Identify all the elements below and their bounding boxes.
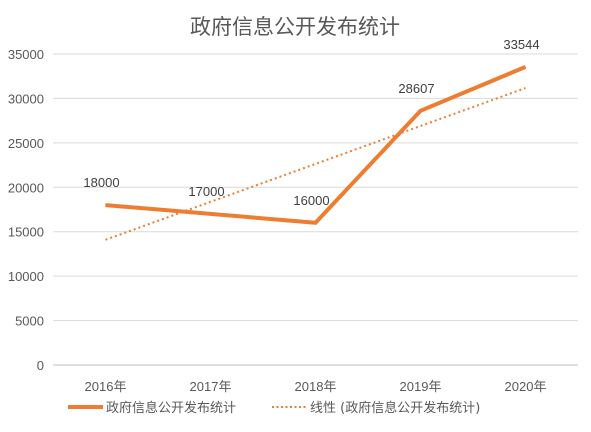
y-tick-label: 5000 xyxy=(15,314,44,329)
data-point xyxy=(315,222,316,224)
data-label: 18000 xyxy=(83,175,119,190)
data-point xyxy=(420,110,421,112)
data-label: 33544 xyxy=(503,37,539,52)
x-tick-label: 2017年 xyxy=(190,379,232,394)
gridlines xyxy=(53,53,578,366)
y-axis-ticks: 0 5000 10000 15000 20000 25000 30000 35000 xyxy=(8,47,44,373)
chart-title: 政府信息公开发布统计 xyxy=(190,15,400,39)
y-tick-label: 15000 xyxy=(8,225,44,240)
data-label: 16000 xyxy=(293,193,329,208)
data-label: 28607 xyxy=(398,81,434,96)
data-labels: 18000 17000 16000 28607 33544 xyxy=(83,37,539,208)
y-tick-label: 10000 xyxy=(8,269,44,284)
y-tick-label: 25000 xyxy=(8,136,44,151)
y-tick-label: 30000 xyxy=(8,91,44,106)
trendline xyxy=(105,87,526,241)
trendline-layer xyxy=(105,87,526,241)
data-point xyxy=(525,66,526,68)
x-axis-ticks: 2016年 2017年 2018年 2019年 2020年 xyxy=(85,379,547,394)
x-tick-label: 2018年 xyxy=(295,379,337,394)
legend-label-trendline: 线性 (政府信息公开发布统计) xyxy=(310,400,480,416)
series-layer xyxy=(105,65,527,225)
x-tick-label: 2019年 xyxy=(400,379,442,394)
legend: 政府信息公开发布统计 线性 (政府信息公开发布统计) xyxy=(68,400,480,416)
data-point xyxy=(105,204,106,206)
y-tick-label: 20000 xyxy=(8,180,44,195)
data-label: 17000 xyxy=(188,184,224,199)
y-tick-label: 0 xyxy=(37,358,44,373)
legend-label-series: 政府信息公开发布统计 xyxy=(106,400,236,416)
y-tick-label: 35000 xyxy=(8,47,44,62)
x-tick-label: 2016年 xyxy=(85,379,127,394)
data-point xyxy=(210,213,211,215)
x-tick-label: 2020年 xyxy=(505,379,547,394)
